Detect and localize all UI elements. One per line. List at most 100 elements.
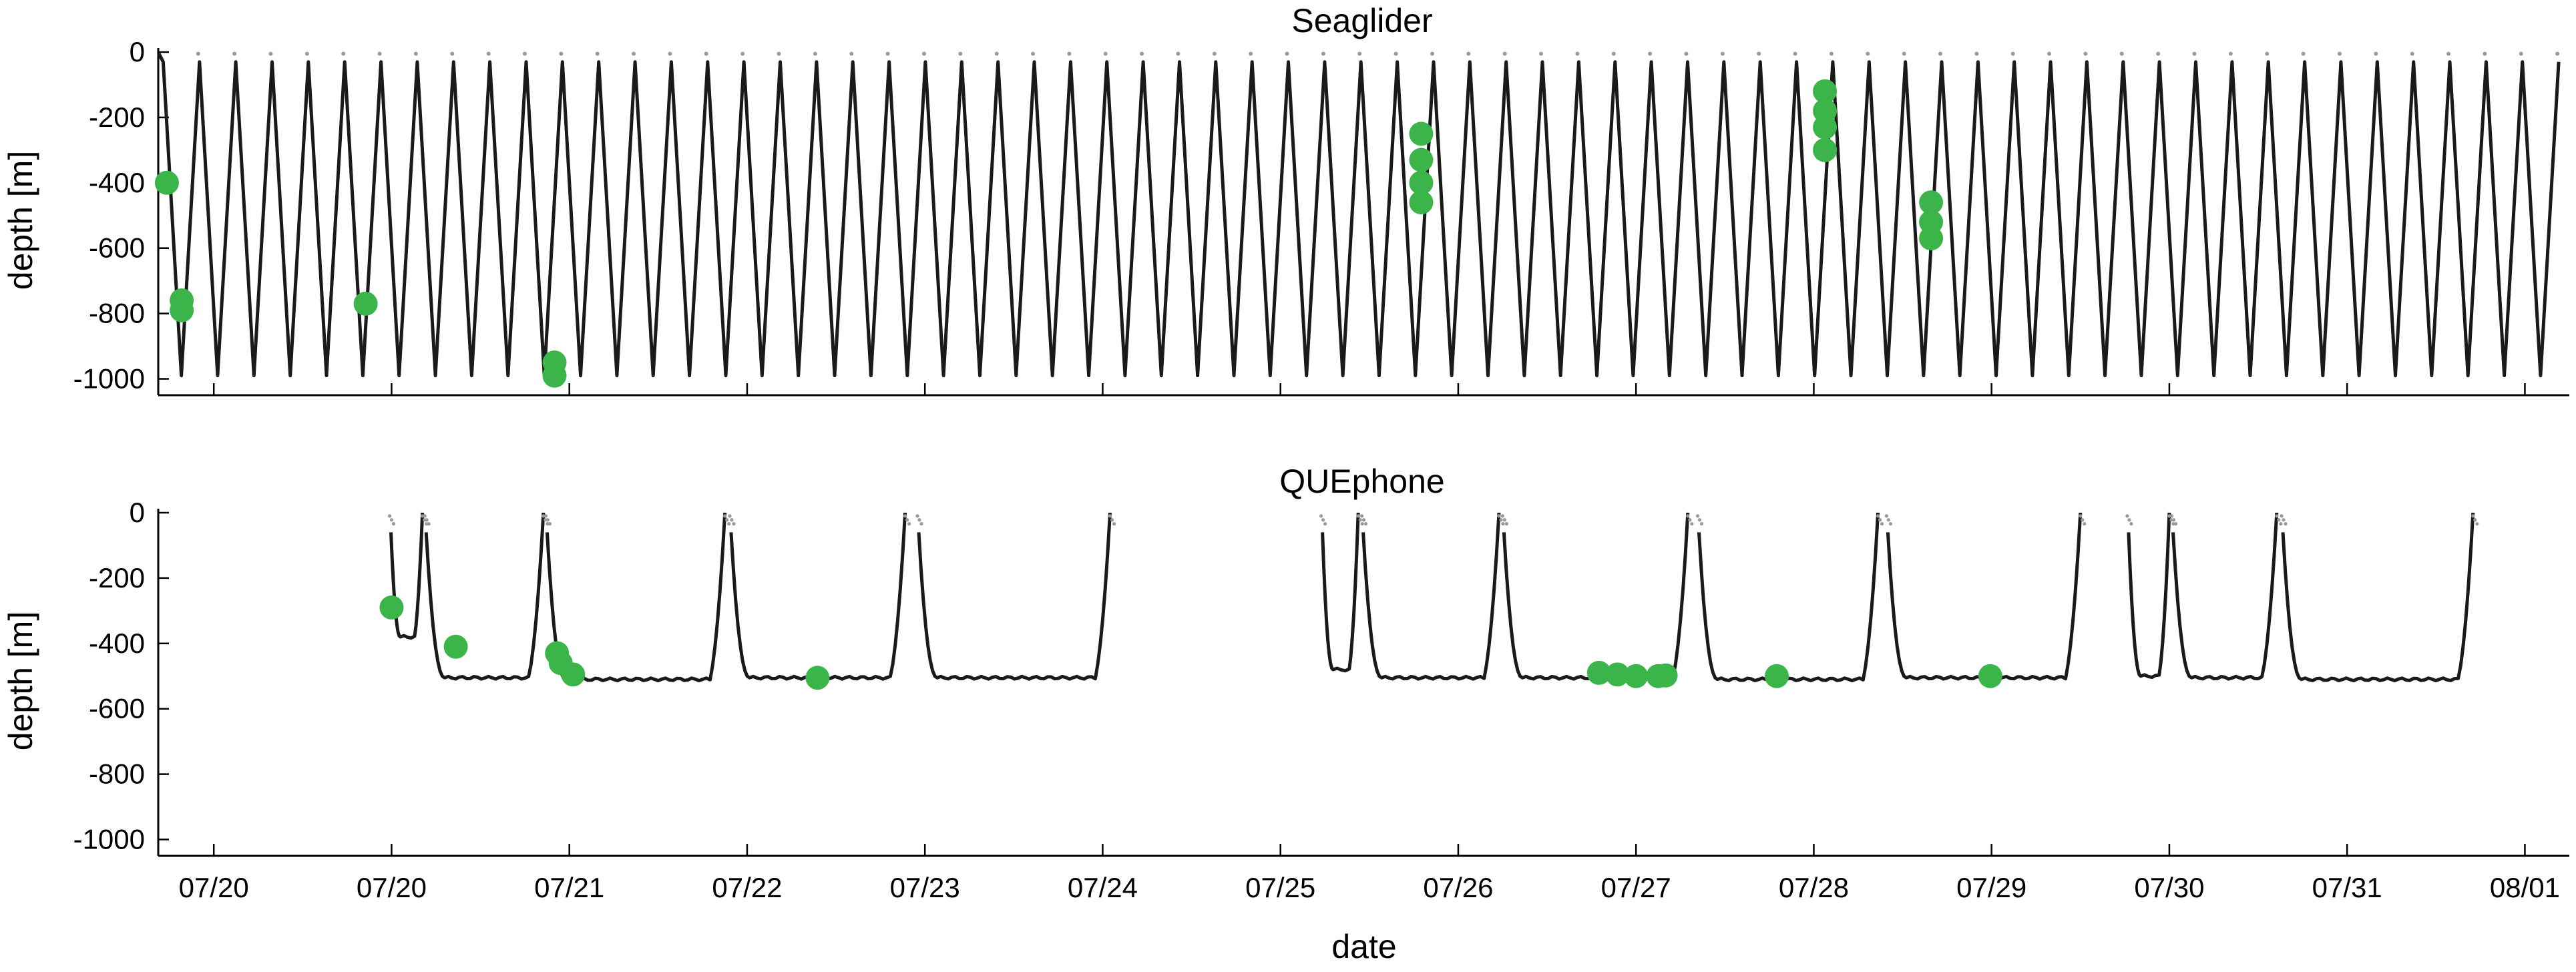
detection-point xyxy=(379,595,404,620)
x-tick-label: 07/28 xyxy=(1779,872,1849,903)
float-profile-line xyxy=(1502,512,1690,681)
quephone-panel: QUEphone depth [m] date 0 -200 -400 -600 -80… xyxy=(2,463,2569,965)
x-tick-label: 07/31 xyxy=(2312,872,2382,903)
surface-marker xyxy=(1103,51,1108,56)
quephone-detections xyxy=(379,595,2002,690)
surface-marker xyxy=(2275,514,2279,518)
x-tick-label: 07/29 xyxy=(1956,872,2026,903)
seaglider-depth-trace xyxy=(157,51,2561,378)
x-tick-label: 08/01 xyxy=(2490,872,2560,903)
surface-marker xyxy=(1110,518,1114,522)
surface-marker xyxy=(917,518,921,522)
x-axis-label: date xyxy=(1331,928,1396,965)
float-profile-line xyxy=(2171,512,2279,681)
surface-marker xyxy=(1690,522,1694,526)
quephone-axes: 0 -200 -400 -600 -800 -1000 07/20 07/20 07/21 07/… xyxy=(73,497,2569,903)
surface-marker xyxy=(1866,51,1870,56)
detection-point xyxy=(1978,664,2002,688)
detection-point xyxy=(1813,79,1838,103)
surface-marker xyxy=(341,51,346,56)
surface-marker xyxy=(1360,522,1364,526)
x-tick-label: 07/25 xyxy=(1245,872,1315,903)
quephone-depth-trace xyxy=(387,512,2479,683)
surface-marker xyxy=(849,51,854,56)
surface-marker xyxy=(1902,51,1906,56)
x-tick-label: 07/22 xyxy=(712,872,782,903)
float-profile-line xyxy=(545,512,727,683)
detection-point xyxy=(1919,226,1944,251)
surface-marker xyxy=(1321,518,1325,522)
surface-marker xyxy=(1575,51,1580,56)
dive-profile-line xyxy=(157,53,2561,378)
surface-marker xyxy=(732,522,736,526)
surface-marker xyxy=(1499,518,1503,522)
surface-marker xyxy=(2284,522,2288,526)
surface-marker xyxy=(723,514,727,518)
detection-point xyxy=(1653,663,1678,688)
surface-marker xyxy=(1363,522,1368,526)
surface-marker xyxy=(389,518,394,522)
surface-marker xyxy=(423,514,427,518)
seaglider-axes: 0 -200 -400 -600 -800 -1000 xyxy=(73,36,2569,397)
surface-marker xyxy=(2473,518,2477,522)
y-tick-label: -200 xyxy=(89,562,145,593)
surface-marker xyxy=(1356,514,1360,518)
surface-marker xyxy=(1886,518,1890,522)
surface-marker xyxy=(1720,51,1725,56)
surface-marker xyxy=(921,51,926,56)
surface-marker xyxy=(196,51,200,56)
y-tick-label: 0 xyxy=(130,497,145,528)
surface-marker xyxy=(544,514,548,518)
detection-point xyxy=(1919,190,1944,215)
surface-marker xyxy=(632,51,636,56)
surface-marker xyxy=(2279,522,2283,526)
y-tick-label: -400 xyxy=(89,167,145,198)
y-tick-label: -1000 xyxy=(73,363,145,395)
float-profile-line xyxy=(1321,512,1360,673)
float-profile-line xyxy=(389,512,425,640)
detection-point xyxy=(1605,662,1630,687)
y-tick-label: -800 xyxy=(89,758,145,790)
surface-marker xyxy=(1699,522,1704,526)
x-tick-label: 07/20 xyxy=(357,872,427,903)
surface-marker xyxy=(1880,522,1884,526)
surface-marker xyxy=(2374,51,2378,56)
surface-marker xyxy=(2555,51,2560,56)
surface-marker xyxy=(377,51,382,56)
detection-point xyxy=(1409,148,1434,172)
surface-marker xyxy=(2337,51,2342,56)
surface-marker xyxy=(1031,51,1036,56)
detection-point xyxy=(542,363,567,388)
surface-marker xyxy=(1359,514,1364,518)
surface-marker xyxy=(1357,51,1362,56)
surface-marker xyxy=(1876,514,1880,518)
y-tick-label: -1000 xyxy=(73,824,145,855)
surface-marker xyxy=(2129,522,2133,526)
surface-marker xyxy=(2471,514,2475,518)
surface-marker xyxy=(1974,51,1979,56)
surface-marker xyxy=(2519,51,2523,56)
detection-point xyxy=(170,298,194,322)
seaglider-y-axis-label: depth [m] xyxy=(2,151,39,290)
surface-marker xyxy=(548,522,552,526)
seaglider-detections xyxy=(154,79,1944,388)
float-profile-line xyxy=(2281,512,2475,683)
y-tick-label: -400 xyxy=(89,628,145,659)
surface-marker xyxy=(1539,51,1544,56)
surface-marker xyxy=(1321,51,1325,56)
surface-marker xyxy=(903,514,907,518)
surface-marker xyxy=(1212,51,1217,56)
y-tick-label: -200 xyxy=(89,101,145,133)
surface-marker xyxy=(1358,518,1362,522)
detection-point xyxy=(1813,115,1838,140)
surface-marker xyxy=(2277,518,2281,522)
seaglider-title: Seaglider xyxy=(1291,2,1432,39)
detection-point xyxy=(1409,121,1434,146)
float-profile-line xyxy=(1886,512,2083,681)
surface-marker xyxy=(2301,51,2306,56)
surface-marker xyxy=(1938,51,1942,56)
surface-marker xyxy=(994,51,999,56)
surface-marker xyxy=(1884,514,1888,518)
surface-marker xyxy=(2125,514,2129,518)
